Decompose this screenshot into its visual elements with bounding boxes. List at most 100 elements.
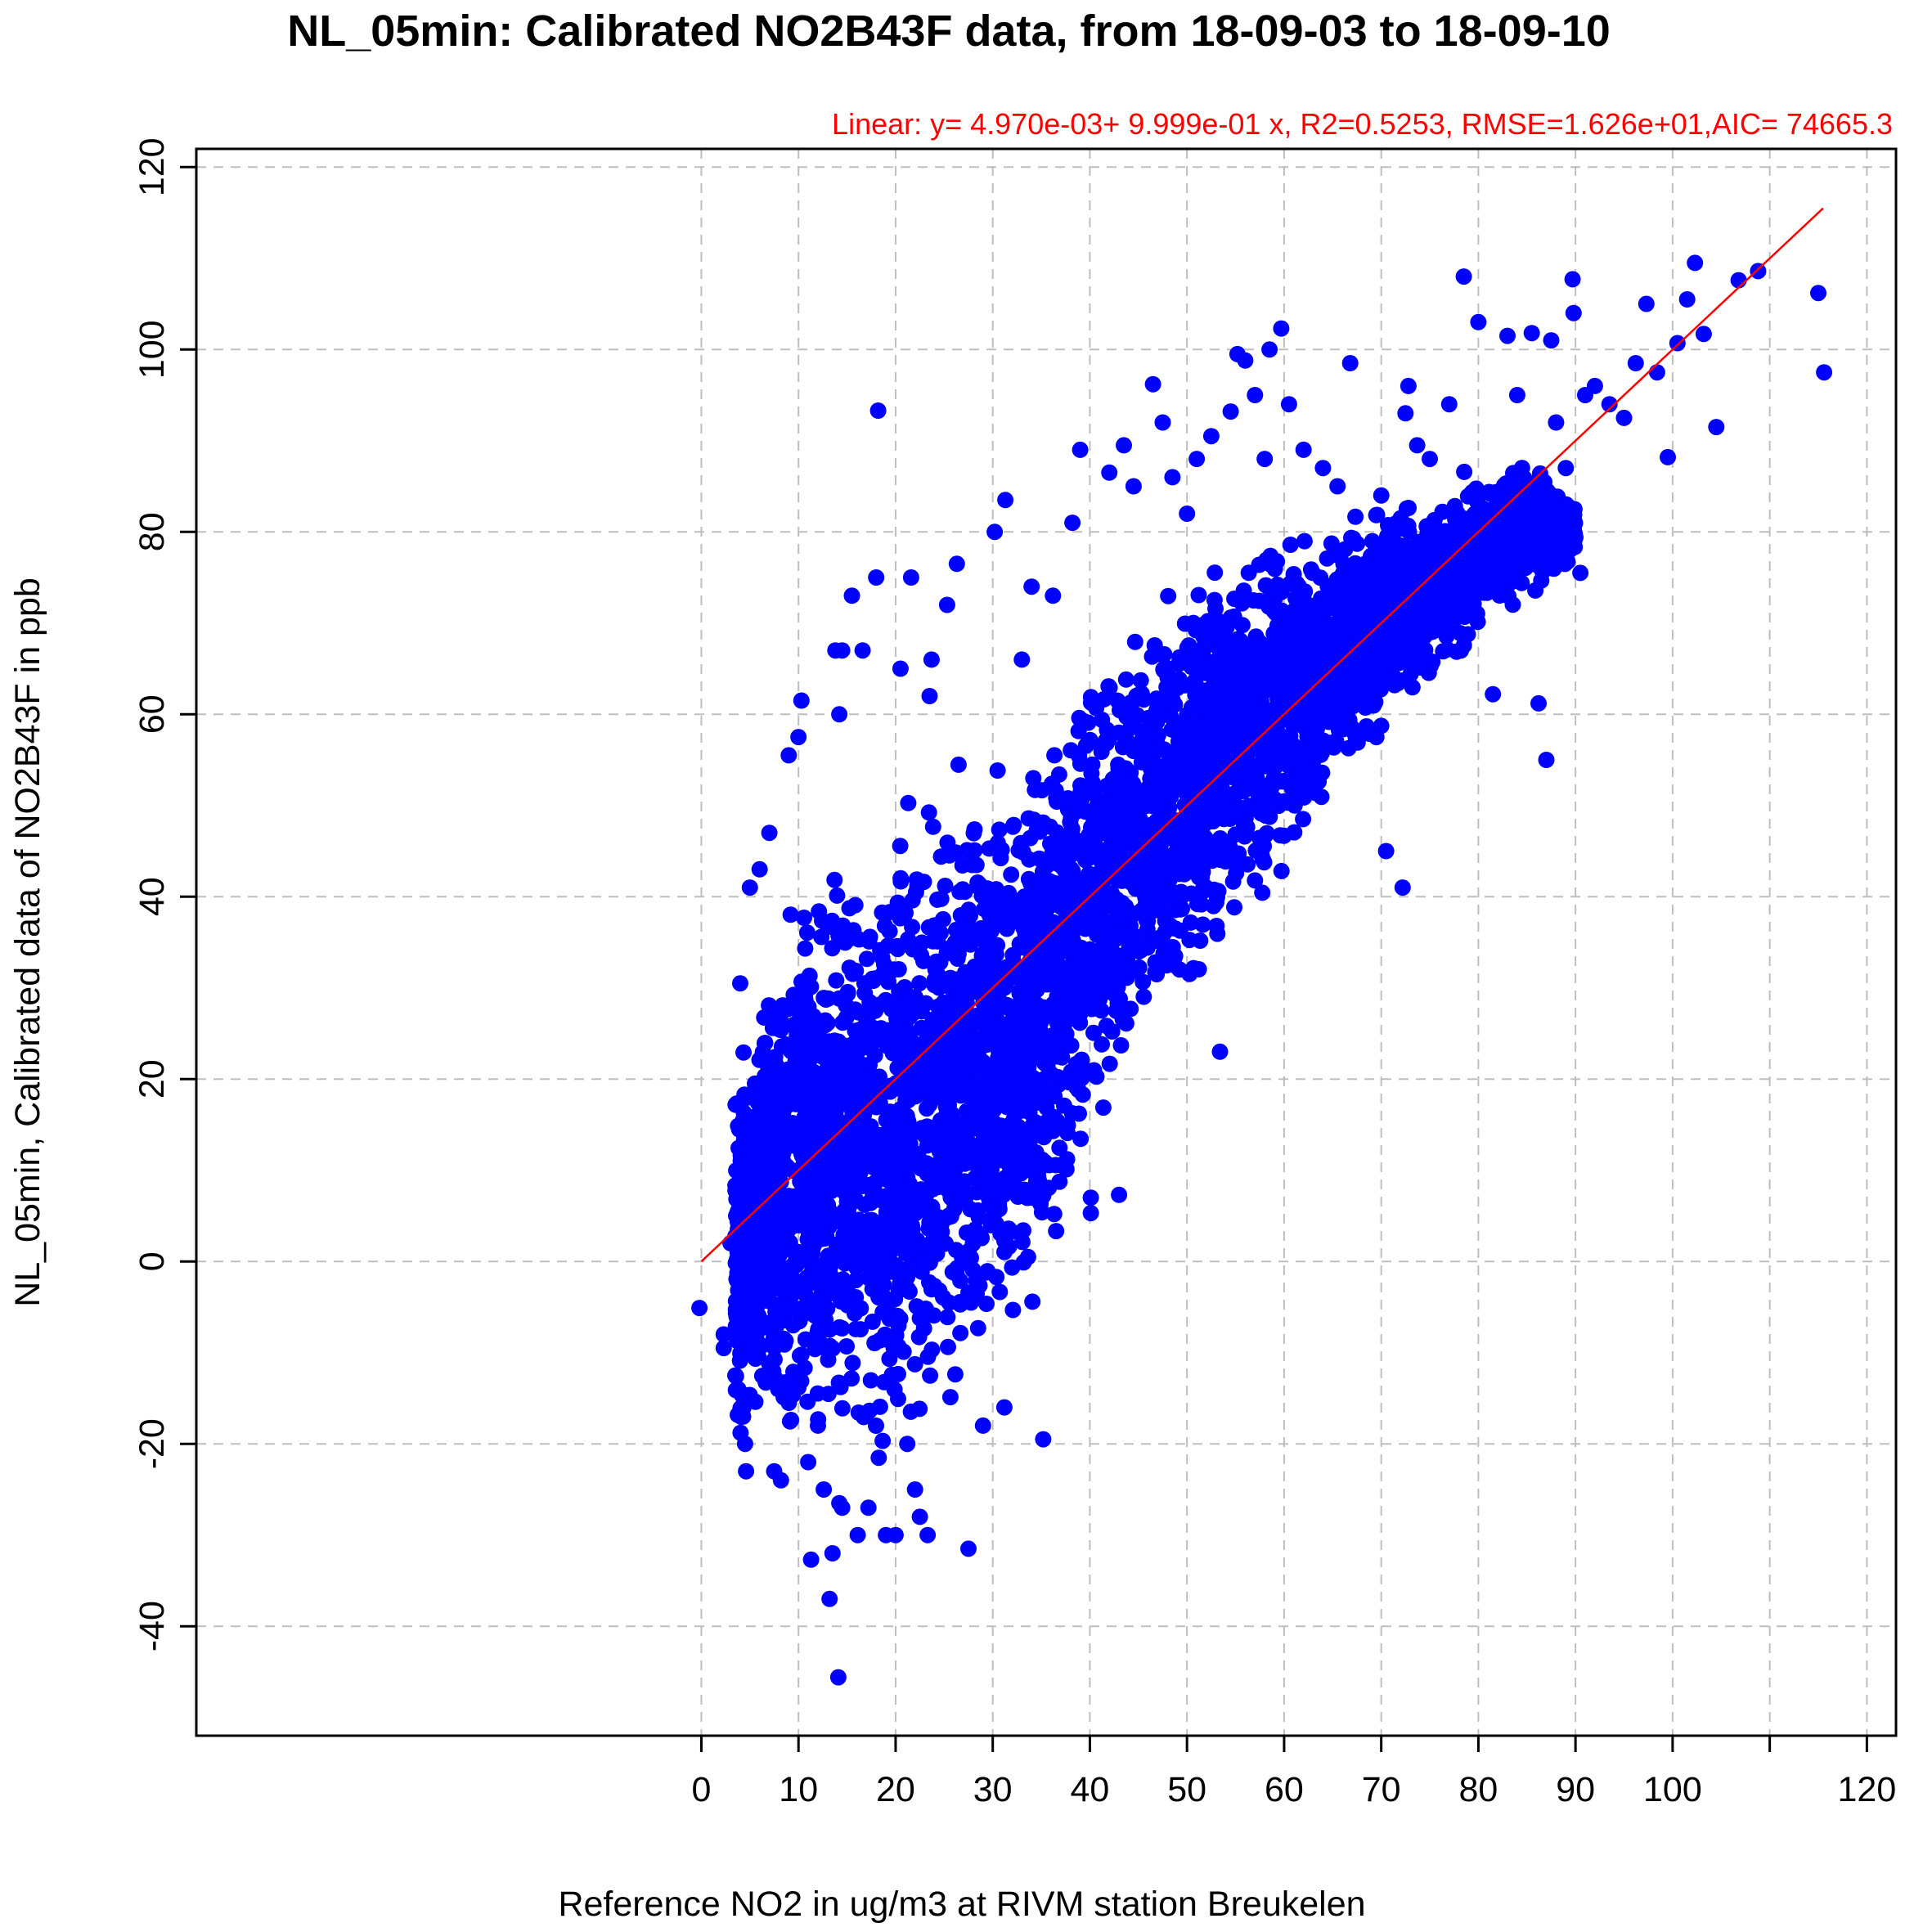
data-point [1094,1099,1112,1117]
data-point [952,907,969,923]
data-point [1127,739,1144,757]
data-point [1146,637,1163,654]
data-point [772,1022,789,1038]
data-point [935,910,951,928]
data-point [1366,544,1383,561]
data-point [1033,876,1050,893]
data-point [810,1040,827,1058]
data-point [1226,899,1242,916]
data-point [946,1366,964,1383]
data-point [1301,707,1319,724]
data-point [922,1367,939,1384]
data-point [1167,715,1184,732]
data-point [839,1296,856,1314]
data-point [952,1296,968,1313]
data-point [988,1269,1005,1286]
data-point [819,1103,836,1120]
data-point [1151,887,1168,904]
data-point [858,950,875,968]
data-point [898,1108,915,1125]
data-point [1072,777,1089,794]
data-point [991,1196,1008,1213]
data-point [844,1355,861,1372]
data-point [954,857,971,874]
data-point [1442,620,1459,637]
data-point [1013,834,1030,851]
data-point [1027,892,1044,910]
data-point [1146,817,1163,834]
data-point [1052,960,1068,977]
data-point [1163,860,1179,878]
data-point [1000,1220,1017,1238]
data-point [1070,947,1087,964]
data-point [731,1352,748,1369]
data-point [1006,907,1023,924]
data-point [871,1271,888,1288]
data-point [1090,795,1107,812]
data-point [1103,829,1120,846]
data-point [1072,1130,1090,1148]
data-point [1456,592,1473,609]
data-point [1049,824,1066,841]
data-point [1099,857,1116,874]
data-point [815,1178,832,1195]
data-point [1201,743,1218,760]
data-point [814,912,830,929]
data-point [947,844,964,861]
data-point [730,1282,747,1299]
data-point [1004,1259,1021,1276]
data-point [890,1211,907,1229]
data-point [950,946,967,963]
data-point [1282,537,1299,553]
data-point [929,932,946,950]
data-point [1094,1036,1110,1053]
data-point [1287,632,1305,649]
data-point [891,983,908,1000]
data-point [1349,734,1366,751]
data-point [1209,833,1226,850]
data-point [900,794,917,811]
data-point [1233,595,1251,612]
data-point [1319,550,1336,567]
data-point [762,1318,780,1335]
data-point [1199,613,1216,630]
data-point [759,1275,776,1292]
data-point [896,906,913,923]
data-point [988,888,1005,905]
data-point [1171,649,1188,666]
data-point [847,896,864,914]
data-point [838,1009,855,1026]
data-point [900,1092,917,1109]
data-point [940,1183,957,1200]
data-point [827,1213,843,1229]
data-point [797,940,814,957]
data-point [1151,707,1168,724]
data-point [1123,695,1140,712]
data-point [966,842,983,859]
data-point [850,1404,867,1421]
data-point [789,1036,806,1053]
data-point [1258,824,1275,842]
data-point [1173,731,1190,748]
data-point [829,887,846,904]
data-point [872,1126,889,1143]
data-point [748,1323,766,1341]
data-point [1557,555,1574,573]
data-point [784,1386,802,1404]
data-point [1357,699,1374,716]
data-point [1504,596,1521,613]
data-point [1233,617,1251,634]
data-point [752,1118,769,1135]
data-point [1273,862,1290,879]
data-point [1347,508,1364,525]
data-point [820,1151,837,1168]
data-point [1004,1301,1022,1319]
data-point [913,1003,930,1020]
data-point [1187,672,1204,690]
data-point [876,918,893,934]
data-point [903,1126,920,1143]
data-point [1513,460,1530,477]
data-point [1257,577,1274,594]
data-point [941,1389,959,1406]
data-point [775,1311,791,1328]
